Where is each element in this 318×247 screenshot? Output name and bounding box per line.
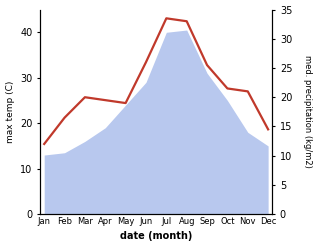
X-axis label: date (month): date (month) (120, 231, 192, 242)
Y-axis label: med. precipitation (kg/m2): med. precipitation (kg/m2) (303, 55, 313, 168)
Y-axis label: max temp (C): max temp (C) (5, 81, 15, 143)
